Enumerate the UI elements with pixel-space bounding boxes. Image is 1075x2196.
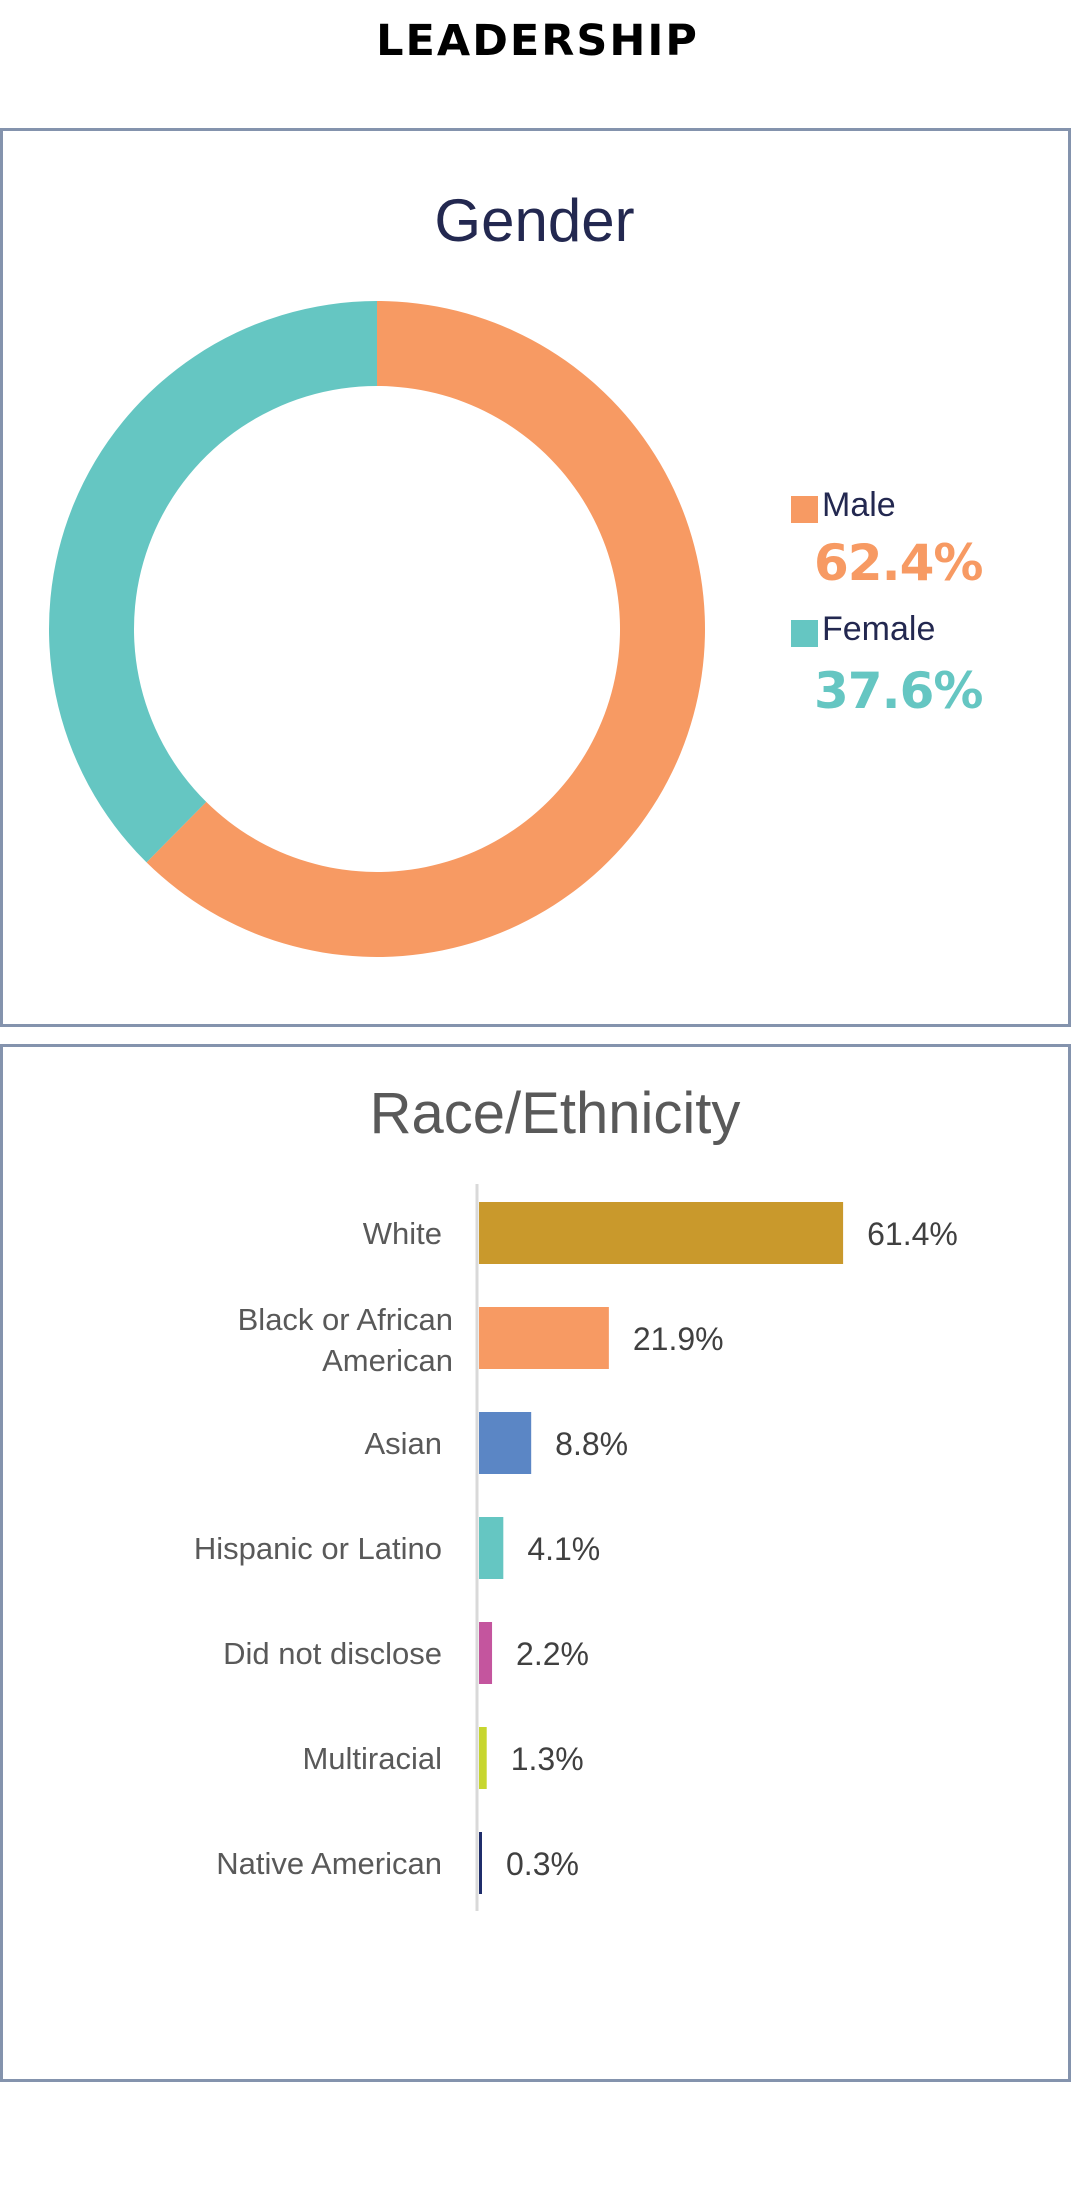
value-label: 2.2% (516, 1636, 589, 1672)
legend-swatch-female (791, 620, 818, 647)
bar-1 (479, 1307, 609, 1369)
legend-label-female: Female (822, 610, 936, 648)
bar-0 (479, 1202, 844, 1264)
bar-4 (479, 1622, 493, 1684)
legend-value-female: 37.6% (814, 662, 983, 720)
bar-5 (479, 1727, 487, 1789)
legend-value-male: 62.4% (814, 534, 983, 592)
value-label: 8.8% (555, 1426, 628, 1462)
donut-slice-female (48, 301, 377, 863)
gender-donut-chart (48, 301, 705, 957)
bar-6 (479, 1832, 482, 1894)
bar-3 (479, 1517, 504, 1579)
value-label: 4.1% (527, 1531, 600, 1567)
category-label: Asian (364, 1426, 442, 1461)
race-chart-card (0, 1044, 1071, 2082)
category-label: White (363, 1216, 442, 1251)
race-chart-title: Race/Ethnicity (369, 1081, 741, 1146)
category-label: Did not disclose (223, 1636, 442, 1671)
category-label: Hispanic or Latino (194, 1531, 442, 1566)
gender-chart-card (0, 128, 1071, 1027)
legend-label-male: Male (822, 486, 896, 524)
bar-2 (479, 1412, 532, 1474)
legend-swatch-male (791, 496, 818, 523)
category-label: Multiracial (302, 1741, 442, 1776)
gender-chart-title: Gender (434, 187, 635, 254)
category-label: Black or African American (238, 1302, 453, 1378)
donut-slice-male (146, 301, 705, 957)
value-label: 21.9% (633, 1321, 724, 1357)
value-label: 1.3% (511, 1741, 584, 1777)
page-title: LEADERSHIP (376, 16, 699, 66)
category-label: Native American (216, 1846, 442, 1881)
value-label: 61.4% (867, 1216, 958, 1252)
value-label: 0.3% (506, 1846, 579, 1882)
